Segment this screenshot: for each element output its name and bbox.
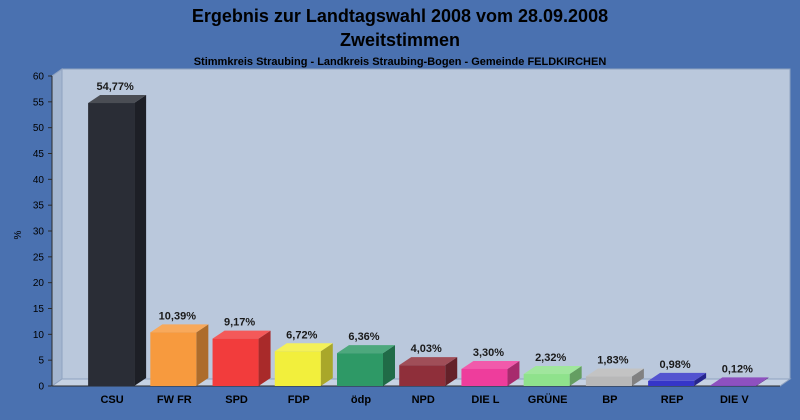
y-tick-label: 15 [33, 304, 45, 315]
bar-top [648, 372, 707, 381]
bar-side [320, 343, 333, 386]
bar [212, 338, 259, 386]
x-tick-label: DIE L [471, 394, 499, 406]
bar-side [196, 324, 209, 386]
bar-side [756, 377, 769, 386]
y-tick-label: 0 [38, 382, 44, 393]
data-label: 0,98% [660, 359, 691, 371]
bar-top [523, 366, 582, 375]
bar-side [631, 368, 644, 386]
bar-top [461, 360, 520, 369]
bar [88, 103, 135, 386]
bar [585, 376, 632, 386]
x-tick-label: NPD [412, 394, 435, 406]
bar [274, 351, 321, 386]
y-tick-label: 60 [33, 72, 45, 83]
plot-area: 0 5 10 15 20 25 30 35 40 45 50 55 60 54,77% CSU 10,39% F… [33, 68, 792, 406]
bar-side [134, 95, 147, 386]
y-tick-label: 30 [33, 227, 45, 238]
chart-subtitle-location: Stimmkreis Straubing - Landkreis Straubi… [194, 56, 607, 68]
y-tick-label: 25 [33, 252, 45, 263]
y-tick-label: 20 [33, 278, 45, 289]
bar [523, 374, 570, 386]
y-tick-label: 55 [33, 97, 45, 108]
bar-side [507, 360, 520, 386]
data-label: 9,17% [224, 317, 255, 329]
bar [461, 368, 508, 386]
bar-side [445, 357, 458, 386]
data-label: 10,39% [159, 310, 197, 322]
data-label: 0,12% [722, 363, 753, 375]
bar-top [399, 357, 458, 366]
bar [337, 353, 383, 386]
y-tick-label: 40 [33, 175, 45, 186]
bar-top [710, 377, 769, 386]
y-tick-label: 10 [33, 330, 45, 341]
x-tick-label: GRÜNE [528, 393, 568, 406]
y-tick-label: 50 [33, 123, 45, 134]
bar-side [383, 345, 395, 386]
bar [710, 385, 757, 386]
y-axis-label: % [13, 230, 24, 239]
data-label: 2,32% [535, 352, 566, 364]
bar [399, 365, 446, 386]
x-tick-label: SPD [225, 394, 248, 406]
plot-side-wall [51, 68, 63, 387]
x-tick-label: REP [661, 394, 684, 406]
y-tick-label: 45 [33, 149, 45, 160]
x-tick-label: FDP [288, 394, 310, 406]
x-tick-label: ödp [351, 394, 371, 406]
bar-side [569, 366, 582, 386]
data-label: 6,72% [286, 329, 317, 341]
bar [648, 380, 695, 386]
data-label: 54,77% [96, 81, 134, 93]
x-tick-label: CSU [100, 394, 123, 406]
x-tick-label: DIE V [720, 394, 749, 406]
x-tick-label: FW FR [157, 394, 192, 406]
bar-top [88, 95, 147, 104]
bar-side [258, 330, 271, 386]
chart-subtitle: Zweitstimmen [340, 30, 460, 50]
bar-top [337, 345, 395, 354]
data-label: 4,03% [411, 343, 442, 355]
bar-top [585, 368, 644, 377]
x-tick-label: BP [602, 394, 617, 406]
y-tick-label: 5 [38, 356, 44, 367]
data-label: 6,36% [348, 331, 379, 343]
data-label: 3,30% [473, 347, 504, 359]
bar-side [694, 372, 707, 386]
chart-title: Ergebnis zur Landtagswahl 2008 vom 28.09… [192, 6, 608, 26]
bar-top [274, 343, 333, 352]
y-tick-label: 35 [33, 201, 45, 212]
bar-top [212, 330, 271, 339]
bar-top [150, 324, 209, 333]
data-label: 1,83% [597, 355, 628, 367]
bar [150, 332, 197, 386]
